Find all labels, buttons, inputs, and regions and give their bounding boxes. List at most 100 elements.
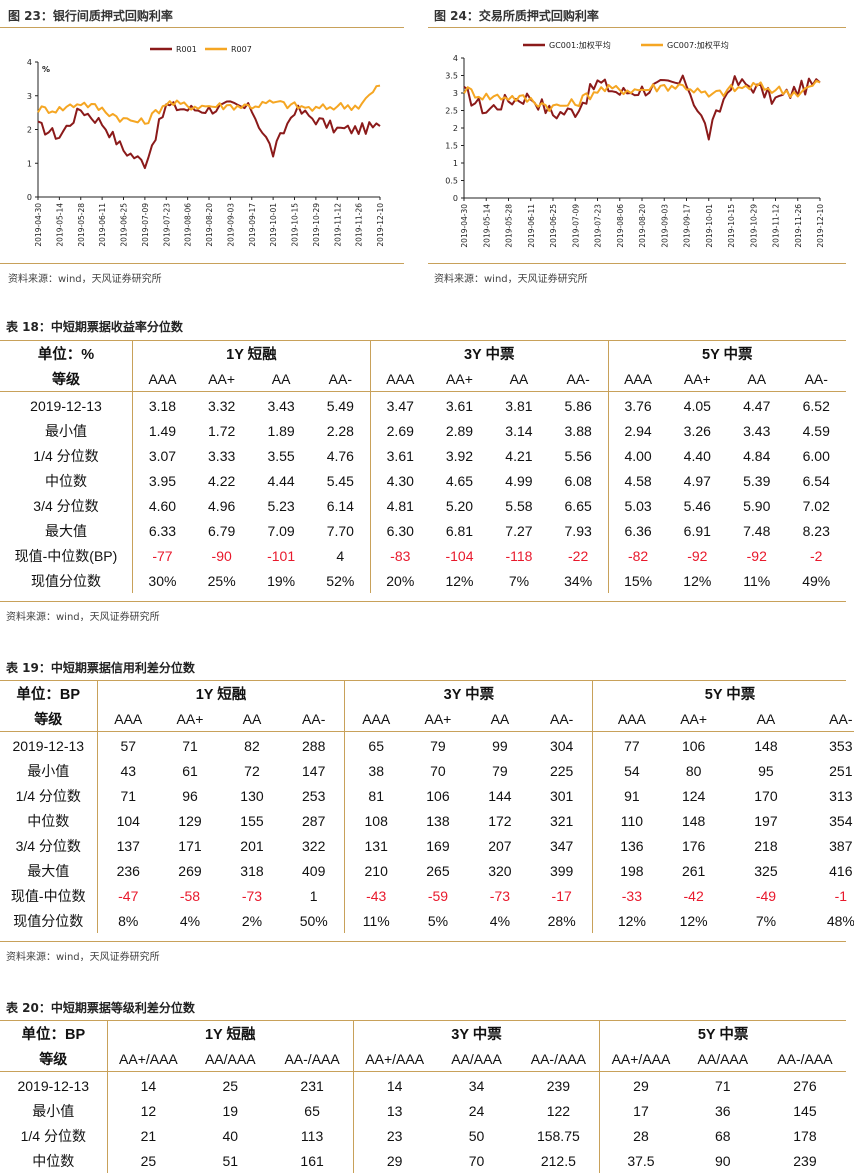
table20-cell: 23 bbox=[386, 1127, 403, 1144]
fig23-x-tick-label: 2019-09-17 bbox=[248, 203, 257, 247]
table19-cell: 70 bbox=[430, 762, 446, 779]
table20-cell: 37.5 bbox=[627, 1152, 655, 1169]
table18-group-header: 单位：% 1Y 短融 3Y 中票 5Y 中票 bbox=[0, 341, 846, 366]
table18-cell: 5.49 bbox=[310, 391, 371, 418]
table18-cell: 5.39 bbox=[743, 472, 771, 489]
table18-cell: -22 bbox=[548, 543, 609, 568]
table19-top-rule bbox=[0, 680, 846, 681]
table19-cell: 95 bbox=[758, 762, 774, 779]
table18-cell: 3.32 bbox=[208, 397, 236, 414]
table-row: 1/4 分位数 21 40 113 23 50 158.75 28 68 178 bbox=[0, 1123, 846, 1148]
table18-grade-col-10: AA bbox=[727, 366, 787, 392]
fig23-y-tick-label: 4 bbox=[27, 58, 32, 67]
table18-cell: 30% bbox=[148, 572, 177, 589]
fig24-y-tick-label: 0 bbox=[453, 194, 458, 203]
table19-grade-header: 等级 AAA AA+ AA AA- AAA AA+ AA AA- AAA AA+ AA AA- bbox=[0, 706, 854, 732]
table20-grade-col-1: AA/AAA bbox=[189, 1046, 272, 1072]
table18-row-label: 2019-12-13 bbox=[0, 391, 133, 418]
table19-cell: 61 bbox=[182, 762, 198, 779]
table19-row-label: 现值分位数 bbox=[0, 908, 98, 933]
table18-cell: 3.47 bbox=[386, 397, 414, 414]
table19-grade-col-8: AAA bbox=[592, 706, 671, 732]
table19-cell: 38 bbox=[368, 762, 384, 779]
table19-cell: -33 bbox=[621, 887, 642, 904]
fig23-x-tick-label: 2019-04-30 bbox=[34, 203, 43, 247]
table19-grade-col-2: AA bbox=[220, 706, 283, 732]
table18-group-0: 1Y 短融 bbox=[132, 341, 371, 366]
table18-group-1: 3Y 中票 bbox=[370, 341, 609, 366]
table19-cell: 261 bbox=[681, 862, 706, 879]
table20-group-0: 1Y 短融 bbox=[107, 1021, 354, 1046]
table18-cell: 3.76 bbox=[624, 397, 652, 414]
table18-cell: 6.14 bbox=[310, 493, 371, 518]
table18-cell: -118 bbox=[505, 547, 533, 564]
table18-cell: -104 bbox=[445, 547, 474, 564]
table19-cell: 313 bbox=[829, 787, 853, 804]
fig24-y-tick-label: 4 bbox=[453, 54, 458, 63]
table19-source: 资料来源：wind，天风证券研究所 bbox=[6, 952, 160, 963]
table20-row-label: 中位数 bbox=[0, 1148, 108, 1173]
table20-cell: 68 bbox=[715, 1127, 731, 1144]
table19-cell: -42 bbox=[683, 887, 704, 904]
fig24-y-tick-label: 2.5 bbox=[445, 107, 458, 116]
table19-cell: 129 bbox=[178, 812, 202, 829]
table18-cell: 5.58 bbox=[505, 497, 533, 514]
table20-cell: 239 bbox=[517, 1071, 601, 1098]
table19-cell: 322 bbox=[282, 833, 346, 858]
table18-cell: -92 bbox=[746, 547, 767, 564]
table19-cell: 72 bbox=[244, 762, 260, 779]
fig24-x-tick-label: 2019-10-29 bbox=[749, 204, 758, 248]
table18-cell: 3.81 bbox=[505, 397, 533, 414]
table19-cell: 236 bbox=[116, 862, 140, 879]
fig23-top-rule bbox=[0, 27, 404, 28]
table-row: 现值分位数 8% 4% 2% 50% 11% 5% 4% 28% 12% 12% 7% 48% bbox=[0, 908, 854, 933]
table18-grade-col-3: AA- bbox=[310, 366, 371, 392]
table19-cell: 5% bbox=[427, 912, 449, 929]
table19-grade-col-6: AA bbox=[468, 706, 531, 732]
table18-cell: 4.96 bbox=[208, 497, 236, 514]
table18-cell: 4.81 bbox=[386, 497, 414, 514]
table18-cell: 4.22 bbox=[208, 472, 236, 489]
table20-cell: 14 bbox=[140, 1077, 157, 1094]
table19-cell: 71 bbox=[120, 787, 137, 804]
table18-cell: 3.88 bbox=[548, 418, 609, 443]
table20-top-rule bbox=[0, 1020, 846, 1021]
fig23-y-axis-label: % bbox=[42, 65, 50, 74]
table-row: 现值-中位数 -47 -58 -73 1 -43 -59 -73 -17 -33 -42 -49 -1 bbox=[0, 883, 854, 908]
table18-cell: 4.21 bbox=[505, 447, 533, 464]
table18-cell: 7.27 bbox=[505, 522, 533, 539]
table19-cell: 80 bbox=[685, 762, 702, 779]
table18-cell: 6.81 bbox=[445, 522, 474, 539]
table19-grade-col-5: AA+ bbox=[406, 706, 469, 732]
table20-cell: 231 bbox=[271, 1071, 354, 1098]
table19-cell: 171 bbox=[178, 837, 202, 854]
table18-cell: 4.99 bbox=[505, 472, 533, 489]
fig24-y-tick-label: 2 bbox=[453, 124, 458, 133]
table18-cell: 3.61 bbox=[386, 447, 414, 464]
table19-cell: 104 bbox=[116, 812, 140, 829]
fig23-x-tick-label: 2019-05-28 bbox=[77, 203, 86, 247]
table-row: 最大值 6.33 6.79 7.09 7.70 6.30 6.81 7.27 7.93 6.36 6… bbox=[0, 518, 846, 543]
fig24-legend-label-0: GC001:加权平均 bbox=[549, 40, 611, 50]
table19-cell: 409 bbox=[282, 858, 346, 883]
table19-group-0: 1Y 短融 bbox=[97, 681, 346, 706]
table18-row-label: 中位数 bbox=[0, 468, 133, 493]
table18-cell: 3.33 bbox=[208, 447, 236, 464]
table19-cell: 110 bbox=[620, 812, 644, 829]
fig24-x-tick-label: 2019-11-12 bbox=[772, 204, 781, 248]
table18-cell: 5.20 bbox=[445, 497, 474, 514]
table20-cell: 12 bbox=[140, 1102, 157, 1119]
table18-cell: 2.28 bbox=[310, 418, 371, 443]
table20-cell: 40 bbox=[222, 1127, 239, 1144]
table19-cell: 197 bbox=[754, 812, 778, 829]
table20-group-2: 5Y 中票 bbox=[697, 1027, 749, 1043]
table-row: 中位数 25 51 161 29 70 212.5 37.5 90 239 bbox=[0, 1148, 846, 1173]
fig23-y-tick-label: 2 bbox=[27, 126, 32, 135]
table19-cell: 399 bbox=[530, 858, 594, 883]
table19-cell: 81 bbox=[368, 787, 384, 804]
table19-cell: -73 bbox=[489, 887, 511, 904]
table18-cell: 3.14 bbox=[505, 422, 533, 439]
table-row: 中位数 3.95 4.22 4.44 5.45 4.30 4.65 4.99 6.08 4.58 4… bbox=[0, 468, 846, 493]
table20-title: 表 20：中短期票据等级利差分位数 bbox=[6, 1001, 195, 1015]
table18-cell: 15% bbox=[624, 572, 653, 589]
